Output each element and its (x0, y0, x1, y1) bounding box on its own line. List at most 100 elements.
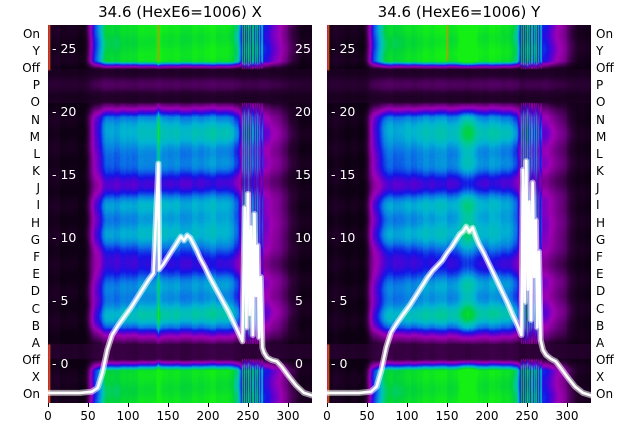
x-tick-label: 100 (116, 409, 140, 423)
x-tick-mark (88, 403, 89, 407)
category-tick-label: I (596, 198, 600, 213)
category-tick-label: J (596, 181, 600, 196)
numeric-tick-label-left: - 0 (52, 356, 69, 372)
category-tick-label: Off (596, 353, 614, 367)
category-tick-label: On (22, 387, 40, 402)
x-tick-label: 100 (395, 409, 419, 423)
category-tick-label: H (30, 215, 40, 230)
numeric-tick-label-right-panel-left: - 20 (331, 104, 356, 120)
numeric-tick-label-left: - 5 (52, 293, 69, 309)
left-category-axis: On Y Off P O N M L K J I H G F E D C B A Off X On (0, 25, 44, 403)
numeric-tick-label-left-panel-right: 5 (295, 293, 303, 309)
category-tick-label: J (36, 181, 40, 196)
category-tick-label: P (32, 78, 40, 93)
right-category-axis: On Y Off P O N M L K J I H G F E D C B A Off X On (592, 25, 638, 403)
category-tick-label: On (596, 26, 614, 41)
x-tick-mark (487, 403, 488, 407)
category-tick-label: A (596, 335, 605, 350)
category-tick-label: G (30, 232, 40, 247)
category-tick-label: F (596, 250, 603, 264)
category-tick-label: C (31, 301, 40, 316)
x-tick-label: 0 (44, 409, 52, 423)
numeric-tick-label-left: - 15 (52, 167, 77, 183)
numeric-tick-label-left-panel-right: 20 (295, 104, 311, 120)
x-tick-mark (288, 403, 289, 407)
category-tick-label: C (596, 301, 605, 316)
panel-title-x: 34.6 (HexE6=1006) X (98, 3, 262, 21)
category-tick-label: H (596, 215, 606, 230)
numeric-tick-label-right-panel-left: - 25 (331, 41, 356, 57)
category-tick-label: On (22, 26, 40, 41)
category-tick-label: K (32, 164, 40, 178)
category-tick-label: E (32, 267, 40, 282)
numeric-tick-label-right-panel-left: - 0 (331, 356, 348, 372)
numeric-tick-label-right-panel-left: - 5 (331, 293, 348, 309)
x-tick-label: 250 (515, 409, 539, 423)
category-tick-label: Off (22, 353, 40, 367)
numeric-tick-label-left-panel-right: 10 (295, 230, 311, 246)
x-tick-mark (447, 403, 448, 407)
numeric-tick-label-left-panel-right: 15 (295, 167, 311, 183)
x-tick-mark (48, 403, 49, 407)
x-tick-mark (208, 403, 209, 407)
x-tick-label: 0 (323, 409, 331, 423)
category-tick-label: F (33, 250, 40, 264)
category-tick-label: Off (596, 61, 614, 75)
x-axis: 0 50 100 150 200 250 300 0 50 100 150 200 250 300 (0, 403, 640, 440)
category-tick-label: On (596, 387, 614, 402)
category-tick-label: X (596, 370, 605, 385)
category-tick-label: I (36, 198, 40, 213)
category-tick-label: O (596, 95, 606, 110)
heatmap-image-y (327, 25, 591, 403)
category-tick-label: X (31, 370, 40, 385)
x-tick-label: 300 (555, 409, 579, 423)
category-tick-label: D (596, 284, 606, 299)
category-tick-label: E (596, 267, 604, 282)
x-tick-mark (248, 403, 249, 407)
category-tick-label: Y (32, 43, 40, 58)
x-tick-label: 250 (236, 409, 260, 423)
category-tick-label: L (596, 146, 603, 161)
numeric-tick-label-left: - 20 (52, 104, 77, 120)
category-tick-label: Y (596, 43, 604, 58)
numeric-tick-label-right-panel-left: - 10 (331, 230, 356, 246)
x-tick-label: 150 (156, 409, 180, 423)
x-tick-label: 200 (475, 409, 499, 423)
category-tick-label: Off (22, 61, 40, 75)
x-tick-label: 150 (435, 409, 459, 423)
heatmap-image-x (48, 25, 312, 403)
x-tick-mark (327, 403, 328, 407)
category-tick-label: L (33, 146, 40, 161)
x-tick-mark (407, 403, 408, 407)
numeric-tick-label-right-panel-left: - 15 (331, 167, 356, 183)
category-tick-label: N (31, 112, 40, 127)
category-tick-label: G (596, 232, 606, 247)
category-tick-label: B (31, 318, 40, 333)
x-tick-mark (367, 403, 368, 407)
heatmap-panel-y[interactable] (327, 25, 591, 403)
heatmap-panel-x[interactable] (48, 25, 312, 403)
x-tick-label: 50 (80, 409, 96, 423)
x-tick-label: 200 (196, 409, 220, 423)
x-tick-mark (527, 403, 528, 407)
category-tick-label: O (30, 95, 40, 110)
numeric-tick-label-left-panel-right: 25 (295, 41, 311, 57)
category-tick-label: M (596, 129, 607, 144)
numeric-tick-label-left: - 10 (52, 230, 77, 246)
category-tick-label: A (31, 335, 40, 350)
category-tick-label: M (29, 129, 40, 144)
x-tick-mark (567, 403, 568, 407)
numeric-tick-label-left-panel-right: 0 (295, 356, 303, 372)
x-tick-label: 300 (276, 409, 300, 423)
numeric-tick-label-left: - 25 (52, 41, 77, 57)
panel-title-y: 34.6 (HexE6=1006) Y (377, 3, 541, 21)
category-tick-label: P (596, 78, 604, 93)
category-tick-label: K (596, 164, 604, 178)
x-tick-label: 50 (359, 409, 375, 423)
category-tick-label: D (30, 284, 40, 299)
x-tick-mark (168, 403, 169, 407)
category-tick-label: N (596, 112, 605, 127)
category-tick-label: B (596, 318, 605, 333)
x-tick-mark (128, 403, 129, 407)
